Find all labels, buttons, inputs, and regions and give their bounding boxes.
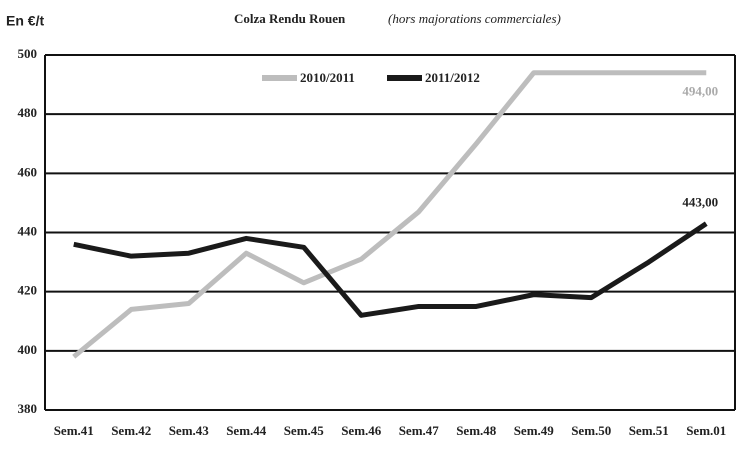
y-tick-label: 480 (18, 105, 38, 120)
x-tick-label: Sem.41 (54, 423, 94, 438)
y-tick-label: 420 (18, 283, 38, 298)
line-series (72, 70, 707, 359)
x-tick-label: Sem.47 (399, 423, 440, 438)
x-tick-label: Sem.49 (514, 423, 555, 438)
x-tick-label: Sem.48 (456, 423, 497, 438)
x-tick-label: Sem.01 (686, 423, 726, 438)
x-tick-label: Sem.51 (629, 423, 669, 438)
y-axis-label: En €/t (6, 13, 44, 29)
line-series (73, 221, 708, 318)
legend-label: 2011/2012 (425, 70, 480, 85)
x-tick-label: Sem.46 (341, 423, 382, 438)
x-tick-label: Sem.44 (226, 423, 267, 438)
x-tick-label: Sem.42 (111, 423, 151, 438)
chart-title: Colza Rendu Rouen (234, 11, 346, 26)
value-label: 494,00 (682, 84, 718, 99)
y-tick-label: 440 (18, 223, 38, 238)
y-tick-label: 500 (18, 46, 38, 61)
x-tick-label: Sem.43 (169, 423, 210, 438)
x-tick-label: Sem.45 (284, 423, 325, 438)
legend-label: 2010/2011 (300, 70, 355, 85)
chart-subtitle: (hors majorations commerciales) (388, 11, 561, 26)
y-tick-label: 460 (18, 164, 38, 179)
x-tick-label: Sem.50 (571, 423, 611, 438)
y-tick-label: 380 (18, 401, 38, 416)
value-label: 443,00 (682, 195, 718, 210)
y-tick-label: 400 (18, 342, 38, 357)
